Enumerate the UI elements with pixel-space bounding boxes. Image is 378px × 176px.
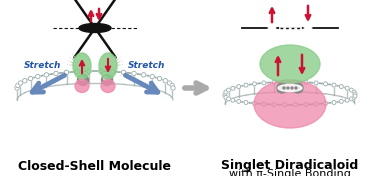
Circle shape (253, 82, 256, 86)
Circle shape (324, 101, 328, 105)
Circle shape (262, 102, 266, 106)
Circle shape (291, 87, 293, 89)
Circle shape (332, 100, 336, 105)
Circle shape (171, 86, 175, 90)
Ellipse shape (278, 84, 302, 92)
Circle shape (304, 103, 308, 106)
Ellipse shape (260, 45, 320, 83)
Circle shape (110, 69, 115, 74)
Circle shape (283, 87, 285, 89)
Circle shape (87, 69, 91, 73)
Circle shape (231, 86, 235, 90)
Circle shape (345, 86, 349, 90)
Circle shape (150, 74, 154, 79)
Circle shape (304, 80, 308, 84)
Circle shape (104, 77, 107, 80)
Circle shape (44, 73, 48, 77)
Circle shape (350, 97, 353, 101)
Circle shape (132, 71, 136, 76)
Circle shape (353, 92, 357, 96)
Text: Singlet Diradicaloid: Singlet Diradicaloid (222, 159, 359, 172)
Ellipse shape (301, 28, 315, 44)
Circle shape (157, 76, 162, 81)
Circle shape (352, 95, 356, 99)
Circle shape (77, 74, 88, 86)
Circle shape (353, 94, 357, 98)
Circle shape (223, 92, 227, 96)
Ellipse shape (75, 80, 89, 93)
Circle shape (283, 103, 287, 107)
Circle shape (244, 100, 248, 105)
Ellipse shape (99, 53, 117, 79)
Circle shape (224, 95, 228, 99)
Text: with π-Single Bonding: with π-Single Bonding (229, 169, 351, 176)
Ellipse shape (300, 8, 316, 28)
Text: Stretch: Stretch (24, 61, 62, 71)
Circle shape (293, 80, 297, 84)
Circle shape (339, 99, 343, 103)
Circle shape (226, 97, 231, 101)
Circle shape (36, 74, 40, 79)
Circle shape (314, 81, 318, 85)
Ellipse shape (101, 80, 115, 93)
Circle shape (244, 83, 248, 87)
Circle shape (167, 81, 172, 85)
Circle shape (170, 83, 174, 88)
Circle shape (28, 76, 33, 81)
Circle shape (141, 73, 146, 77)
Circle shape (18, 81, 23, 85)
Circle shape (324, 82, 328, 86)
Circle shape (314, 102, 318, 106)
Circle shape (64, 70, 69, 75)
Circle shape (224, 90, 228, 94)
Circle shape (293, 83, 303, 93)
Text: Closed-Shell Molecule: Closed-Shell Molecule (19, 159, 172, 172)
Circle shape (287, 87, 289, 89)
Text: Stretch: Stretch (128, 61, 166, 71)
Circle shape (345, 98, 349, 102)
Ellipse shape (264, 8, 280, 28)
Circle shape (272, 103, 276, 106)
Ellipse shape (254, 80, 326, 128)
Circle shape (295, 87, 297, 89)
Circle shape (339, 85, 343, 89)
Circle shape (54, 71, 58, 76)
Circle shape (262, 81, 266, 85)
Circle shape (237, 99, 241, 103)
Circle shape (79, 77, 84, 80)
Ellipse shape (265, 28, 279, 44)
Circle shape (223, 94, 227, 98)
Circle shape (99, 69, 103, 73)
Ellipse shape (79, 24, 111, 33)
Circle shape (293, 103, 297, 107)
Circle shape (332, 83, 336, 87)
Circle shape (350, 88, 353, 92)
Circle shape (163, 78, 167, 83)
Circle shape (76, 69, 80, 74)
Circle shape (23, 78, 27, 83)
Circle shape (283, 80, 287, 84)
Circle shape (352, 90, 356, 94)
Circle shape (15, 83, 20, 88)
Circle shape (121, 70, 126, 75)
Circle shape (102, 74, 113, 86)
Circle shape (237, 85, 241, 89)
Ellipse shape (73, 53, 91, 79)
Circle shape (15, 86, 19, 90)
Circle shape (226, 88, 231, 92)
Circle shape (277, 83, 287, 93)
Circle shape (253, 101, 256, 105)
Circle shape (272, 80, 276, 84)
Circle shape (231, 98, 235, 102)
